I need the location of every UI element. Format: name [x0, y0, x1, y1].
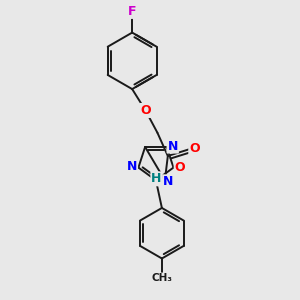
- Text: O: O: [175, 161, 185, 174]
- Text: O: O: [189, 142, 200, 155]
- Text: N: N: [163, 175, 174, 188]
- Text: F: F: [128, 5, 136, 18]
- Text: O: O: [140, 104, 151, 117]
- Text: H: H: [152, 172, 162, 185]
- Text: N: N: [167, 140, 178, 153]
- Text: CH₃: CH₃: [152, 273, 172, 284]
- Text: N: N: [127, 160, 137, 173]
